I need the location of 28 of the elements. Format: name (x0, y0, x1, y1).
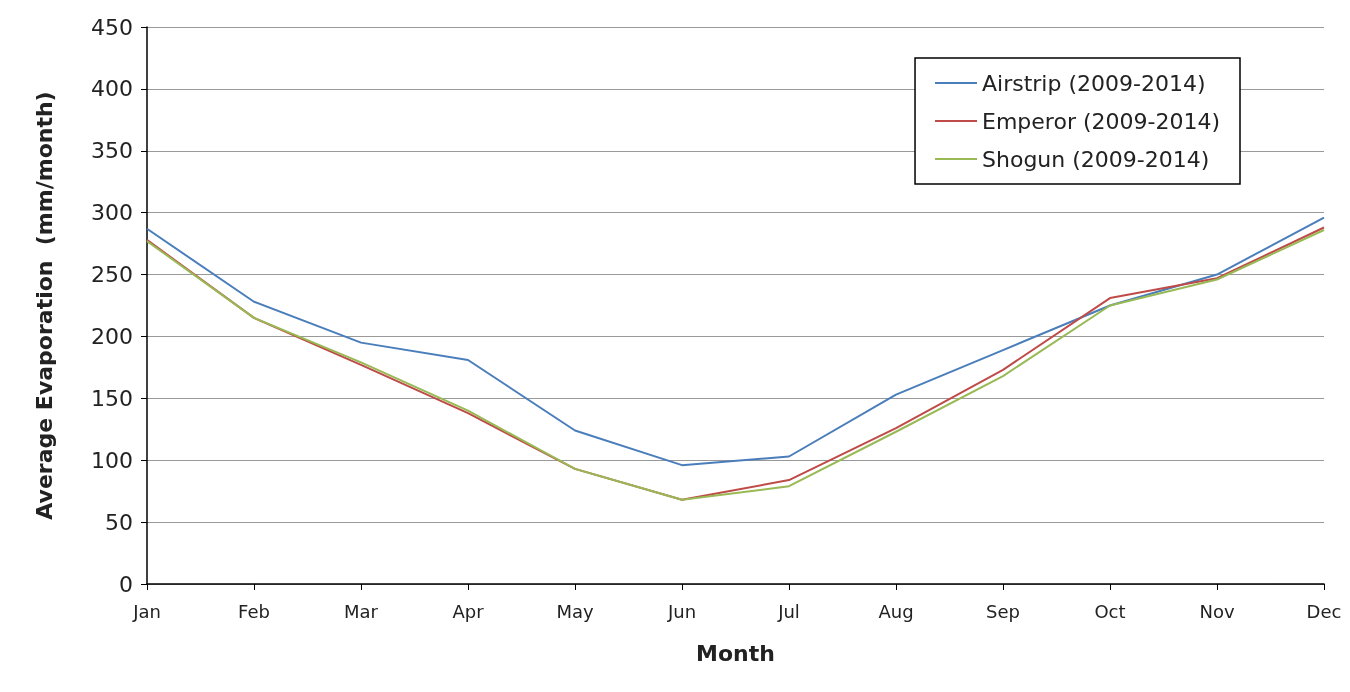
y-tick-label: 100 (91, 447, 133, 473)
x-tick-label: Feb (238, 600, 270, 622)
x-tick-label: Apr (452, 600, 485, 622)
x-tick-label: Sep (986, 600, 1020, 622)
y-tick-label: 200 (91, 323, 133, 349)
y-tick-label: 450 (91, 14, 133, 40)
y-tick-label: 250 (91, 262, 133, 288)
y-tick-label: 50 (105, 509, 133, 535)
y-tick-label: 300 (91, 200, 133, 226)
y-axis-title: Average Evaporation (mm/month) (31, 91, 57, 520)
x-tick-label: Jan (132, 600, 161, 622)
legend-label: Emperor (2009-2014) (982, 108, 1221, 134)
y-tick-label: 400 (91, 76, 133, 102)
x-tick-label: Nov (1199, 600, 1235, 622)
x-tick-label: Aug (878, 600, 914, 622)
x-axis-title: Month (696, 640, 775, 666)
y-tick-label: 150 (91, 385, 133, 411)
legend-label: Shogun (2009-2014) (982, 146, 1210, 172)
y-tick-label: 350 (91, 138, 133, 164)
legend-label: Airstrip (2009-2014) (982, 70, 1206, 96)
line-series (146, 216, 1325, 467)
x-tick-label: Jul (777, 600, 800, 622)
x-tick-label: Dec (1306, 600, 1342, 622)
y-tick-label: 0 (119, 571, 133, 597)
x-tick-label: Oct (1094, 600, 1126, 622)
x-tick-label: Mar (344, 600, 379, 622)
x-tick-label: May (556, 600, 594, 622)
x-tick-label: Jun (666, 600, 697, 622)
